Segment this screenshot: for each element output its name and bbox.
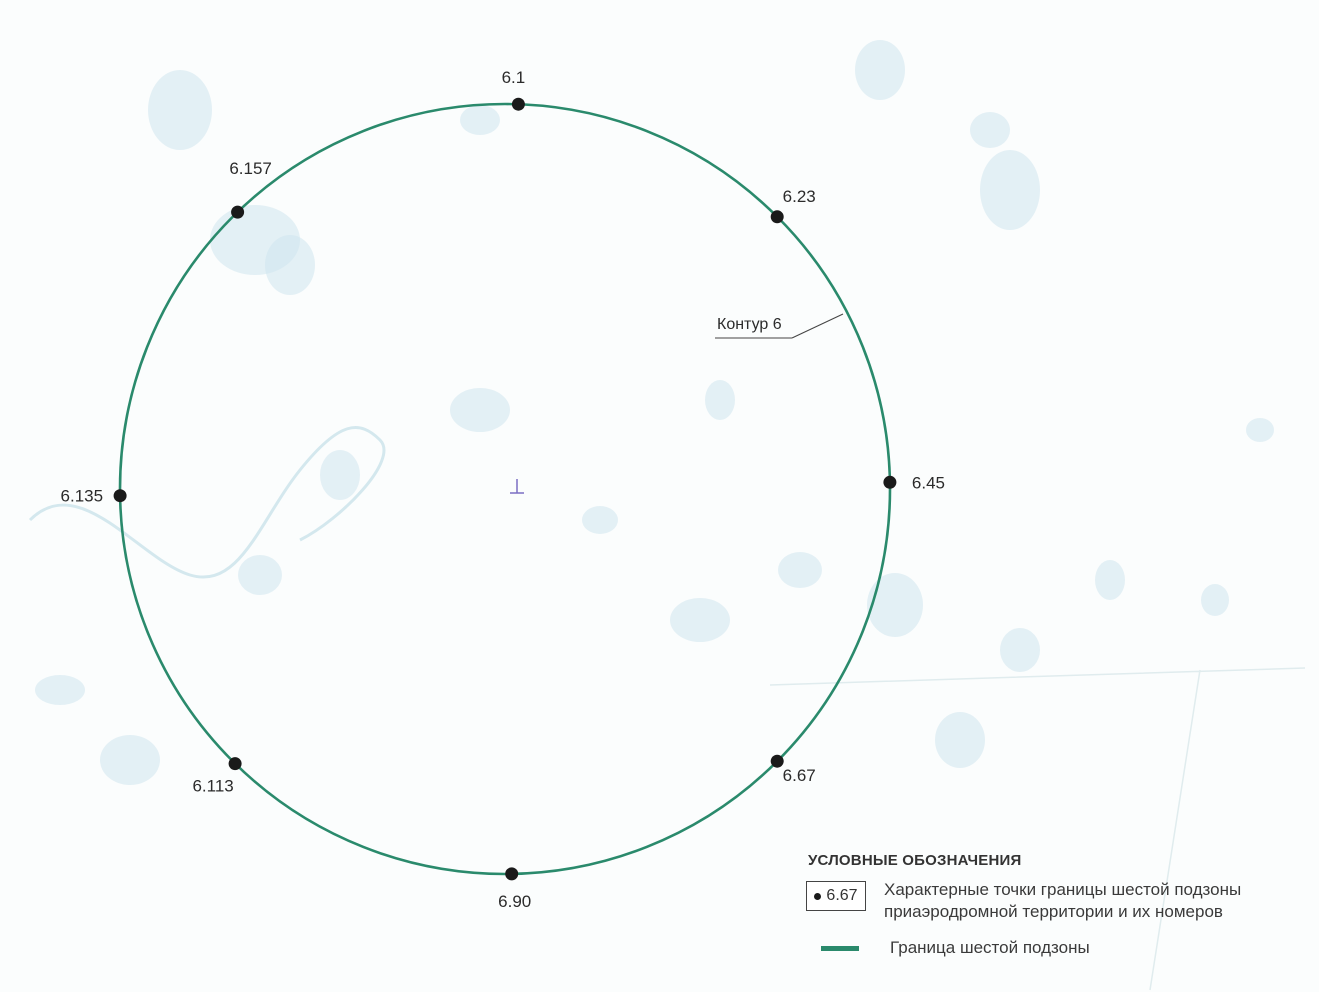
legend-boundary-line-swatch: [821, 945, 859, 951]
map-feature-blob: [867, 573, 923, 637]
legend-point-sample: 6.67: [826, 887, 858, 904]
boundary-point-marker: [113, 489, 127, 503]
legend-point-description-line2: приаэродромной территории и их номеров: [884, 902, 1223, 921]
boundary-point-marker: [883, 475, 897, 489]
boundary-point-marker: [231, 205, 245, 219]
legend-line-row: Граница шестой подзоны: [806, 937, 1306, 959]
map-feature-blob: [1201, 584, 1229, 616]
map-feature-blob: [460, 105, 500, 135]
map-feature-blob: [935, 712, 985, 768]
map-feature-blob: [450, 388, 510, 432]
contour-callout-leader: [791, 313, 844, 339]
contour-callout: Контур 6: [715, 313, 844, 339]
boundary-point-label: 6.157: [229, 159, 272, 178]
map-feature-blob: [320, 450, 360, 500]
map-feature-blob: [705, 380, 735, 420]
boundary-point-marker: [511, 97, 525, 111]
boundary-point-marker: [505, 867, 519, 881]
contour-label: Контур 6: [717, 316, 782, 333]
map-feature-blob: [1095, 560, 1125, 600]
map-feature-blob: [980, 150, 1040, 230]
map-feature-blob: [238, 555, 282, 595]
map-feature-blob: [670, 598, 730, 642]
center-crosshair-icon: [510, 479, 524, 494]
map-feature-blob: [1000, 628, 1040, 672]
map-feature-blob: [970, 112, 1010, 148]
map-feature-blob: [582, 506, 618, 534]
map-feature-blob: [778, 552, 822, 588]
legend-point-description: Характерные точки границы шестой подзоны…: [884, 879, 1241, 923]
legend-point-swatch: 6.67: [806, 881, 866, 911]
map-feature-blob: [265, 235, 315, 295]
legend-line-description: Граница шестой подзоны: [890, 938, 1090, 957]
boundary-point-label: 6.113: [192, 777, 233, 796]
map-feature-blob: [148, 70, 212, 150]
legend: УСЛОВНЫЕ ОБОЗНАЧЕНИЯ 6.67 Характерные то…: [806, 852, 1306, 959]
map-feature-blob: [855, 40, 905, 100]
boundary-point-label: 6.90: [498, 892, 531, 911]
subzone-6-boundary: [118, 102, 892, 876]
boundary-point-label: 6.1: [502, 68, 526, 87]
road-line: [769, 667, 1306, 991]
map-feature-blob: [35, 675, 85, 705]
point-marker-icon: [814, 892, 822, 900]
map-feature-blob: [100, 735, 160, 785]
boundary-points: 6.1 6.23 6.45 6.67 6.90 6.113 6.135 6.157: [61, 68, 945, 911]
boundary-point-marker: [770, 754, 784, 768]
boundary-point-label: 6.135: [61, 487, 104, 506]
boundary-point-marker: [228, 757, 242, 771]
boundary-point-label: 6.23: [783, 187, 816, 206]
legend-title: УСЛОВНЫЕ ОБОЗНАЧЕНИЯ: [808, 852, 1022, 869]
boundary-point-marker: [770, 210, 784, 224]
legend-point-description-line1: Характерные точки границы шестой подзоны: [884, 880, 1242, 899]
legend-point-row: 6.67 Характерные точки границы шестой по…: [806, 879, 1306, 923]
map-feature-blob: [1246, 418, 1274, 442]
boundary-point-label: 6.67: [783, 766, 816, 785]
boundary-point-label: 6.45: [912, 473, 945, 492]
map-background-features: [28, 40, 1306, 991]
